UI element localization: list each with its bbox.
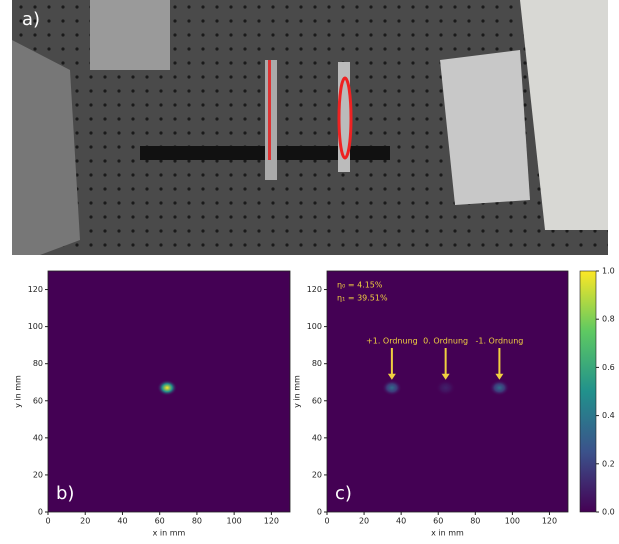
x-tick-label: 20	[80, 517, 90, 526]
y-tick-label: 0	[38, 508, 43, 517]
mount	[90, 0, 170, 70]
photo: a)	[12, 0, 608, 255]
x-tick-label: 0	[324, 517, 329, 526]
order-label: 0. Ordnung	[423, 337, 468, 346]
annotation: η₀ = 4.15%	[337, 281, 383, 290]
panel-label: b)	[56, 483, 74, 504]
y-tick-label: 100	[307, 322, 322, 331]
beam-spot	[382, 380, 402, 396]
beam-spot	[436, 380, 456, 396]
y-tick-label: 120	[307, 285, 322, 294]
y-tick-label: 20	[312, 470, 322, 479]
x-tick-label: 60	[433, 517, 443, 526]
panel-label: a)	[22, 9, 40, 30]
x-axis-label: x in mm	[431, 529, 464, 538]
colorbar-tick-label: 0.4	[602, 411, 615, 420]
y-tick-label: 120	[28, 285, 43, 294]
x-tick-label: 120	[264, 517, 279, 526]
x-tick-label: 20	[359, 517, 369, 526]
x-axis-label: x in mm	[153, 529, 186, 538]
y-tick-label: 20	[33, 470, 43, 479]
colorbar-tick-label: 0.0	[602, 508, 615, 517]
x-tick-label: 120	[542, 517, 557, 526]
x-tick-label: 100	[227, 517, 242, 526]
order-label: -1. Ordnung	[475, 337, 523, 346]
x-tick-label: 40	[396, 517, 406, 526]
x-tick-label: 80	[470, 517, 480, 526]
y-tick-label: 0	[317, 508, 322, 517]
y-tick-label: 60	[312, 396, 322, 405]
x-tick-label: 40	[117, 517, 127, 526]
y-tick-label: 80	[312, 359, 322, 368]
figure: a) 0 20 40 60 80 100 120 0 20 40 60 80 100 120 x in mm…	[0, 0, 619, 540]
y-tick-label: 40	[33, 433, 43, 442]
beam-spot	[157, 380, 177, 396]
colorbar-tick-label: 0.6	[602, 363, 615, 372]
y-axis-label: y in mm	[293, 375, 302, 408]
y-tick-label: 100	[28, 322, 43, 331]
laser-housing	[12, 40, 80, 255]
y-axis-label: y in mm	[14, 375, 23, 408]
colorbar-tick-label: 0.2	[602, 459, 615, 468]
annotation: η₁ = 39.51%	[337, 294, 388, 303]
y-tick-label: 80	[33, 359, 43, 368]
x-tick-label: 100	[505, 517, 520, 526]
panel-label: c)	[335, 483, 352, 504]
order-label: +1. Ordnung	[366, 337, 418, 346]
x-tick-label: 60	[155, 517, 165, 526]
colorbar-tick-label: 1.0	[602, 267, 615, 276]
x-tick-label: 80	[192, 517, 202, 526]
colorbar-tick-label: 0.8	[602, 315, 615, 324]
grating-1-frame	[268, 60, 271, 160]
colorbar	[580, 271, 596, 512]
beam-spot	[489, 380, 509, 396]
y-tick-label: 40	[312, 433, 322, 442]
y-tick-label: 60	[33, 396, 43, 405]
camera	[440, 50, 530, 205]
x-tick-label: 0	[45, 517, 50, 526]
